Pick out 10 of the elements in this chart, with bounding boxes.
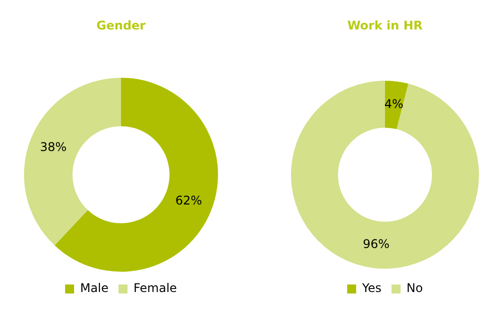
legend-label: Female (134, 281, 177, 296)
legend-label: Yes (361, 281, 382, 296)
legend-label: No (406, 281, 423, 296)
chart-title: Gender (96, 18, 146, 32)
legend-label: Male (80, 281, 109, 296)
data-label: 4% (384, 96, 404, 111)
data-label: 62% (175, 194, 202, 208)
chart-title: Work in HR (347, 18, 423, 32)
data-label: 96% (362, 236, 390, 251)
data-label: 38% (40, 140, 67, 154)
